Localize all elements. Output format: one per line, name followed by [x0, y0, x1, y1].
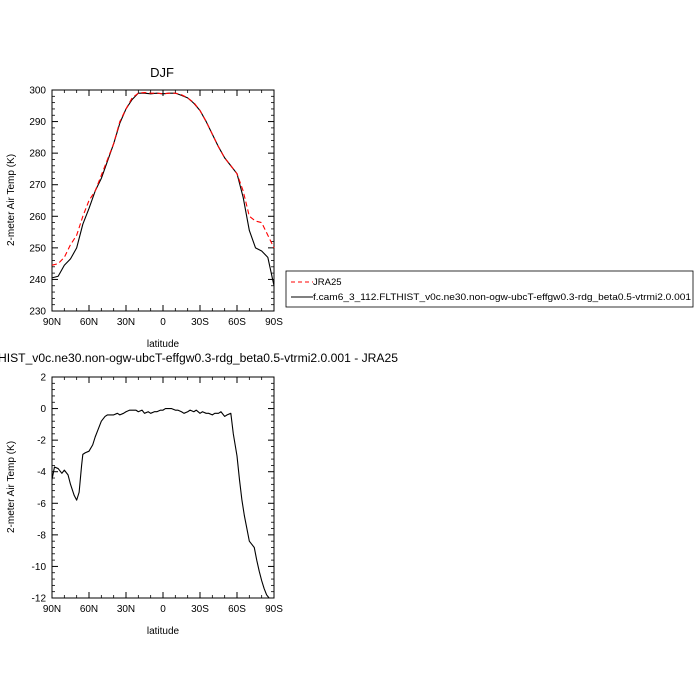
- bot-x-tick-label: 30N: [117, 604, 135, 615]
- top-y-tick-label: 270: [29, 180, 46, 191]
- top-x-axis: 90N 60N 30N 0 30S 60S 90S: [43, 90, 283, 328]
- legend: JRA25 f.cam6_3_112.FLTHIST_v0c.ne30.non-…: [285, 270, 694, 308]
- top-x-tick-label: 0: [160, 317, 166, 328]
- top-x-tick-label: 90S: [265, 317, 283, 328]
- bot-y-tick-label: -4: [37, 467, 46, 478]
- top-x-tick-label: 30S: [191, 317, 209, 328]
- bot-y-tick-label: 0: [40, 404, 46, 415]
- top-series-line-jra25: [51, 91, 275, 266]
- top-x-tick-label: 60S: [228, 317, 246, 328]
- bot-x-tick-label: 90S: [265, 604, 283, 615]
- bot-y-tick-label: -10: [32, 562, 47, 573]
- bottom-series-lines: [51, 408, 274, 599]
- bot-x-tick-label: 60S: [228, 604, 246, 615]
- top-y-tick-label: 290: [29, 117, 46, 128]
- bot-series-line-model: [51, 408, 274, 599]
- bot-y-tick-label: -2: [37, 436, 46, 447]
- legend-label-jra25: JRA25: [313, 277, 342, 288]
- top-y-tick-label: 240: [29, 275, 46, 286]
- top-panel: DJF 230 240 250 260 270 280 290 300 90N 60N 30N 0 3…: [6, 65, 283, 350]
- top-x-tick-label: 30N: [117, 317, 135, 328]
- top-y-tick-label: 280: [29, 149, 46, 160]
- top-y-tick-label: 260: [29, 212, 46, 223]
- legend-label-model: f.cam6_3_112.FLTHIST_v0c.ne30.non-ogw-ub…: [313, 292, 691, 303]
- bot-y-tick-label: 2: [40, 373, 46, 384]
- bot-y-tick-label: -6: [37, 499, 46, 510]
- top-x-axis-label: latitude: [147, 339, 180, 350]
- bottom-x-axis: 90N 60N 30N 0 30S 60S 90S: [43, 377, 283, 615]
- bottom-y-axis: -12 -10 -8 -6 -4 -2 0 2: [32, 373, 274, 605]
- bot-x-tick-label: 60N: [80, 604, 98, 615]
- top-series-lines: [51, 91, 275, 286]
- bot-x-tick-label: 0: [160, 604, 166, 615]
- top-y-tick-label: 250: [29, 243, 46, 254]
- top-plot-frame: [51, 89, 275, 312]
- bot-x-tick-label: 90N: [43, 604, 61, 615]
- top-y-tick-label: 230: [29, 307, 46, 318]
- bot-y-tick-label: -12: [32, 594, 47, 605]
- top-y-tick-label: 300: [29, 86, 46, 97]
- top-series-line-model: [51, 92, 275, 286]
- bottom-chart-title: f.cam6_3_112.FLTHIST_v0c.ne30.non-ogw-ub…: [0, 353, 398, 365]
- bot-y-tick-label: -8: [37, 530, 46, 541]
- top-y-axis: 230 240 250 260 270 280 290 300: [29, 86, 274, 318]
- top-x-tick-label: 90N: [43, 317, 61, 328]
- bottom-panel: f.cam6_3_112.FLTHIST_v0c.ne30.non-ogw-ub…: [0, 353, 398, 637]
- bottom-x-axis-label: latitude: [147, 626, 180, 637]
- bottom-y-axis-label: 2-meter Air Temp (K): [6, 441, 17, 533]
- top-chart-title: DJF: [150, 65, 174, 80]
- top-x-tick-label: 60N: [80, 317, 98, 328]
- top-y-axis-label: 2-meter Air Temp (K): [6, 154, 17, 246]
- legend-box: [285, 270, 694, 308]
- bot-x-tick-label: 30S: [191, 604, 209, 615]
